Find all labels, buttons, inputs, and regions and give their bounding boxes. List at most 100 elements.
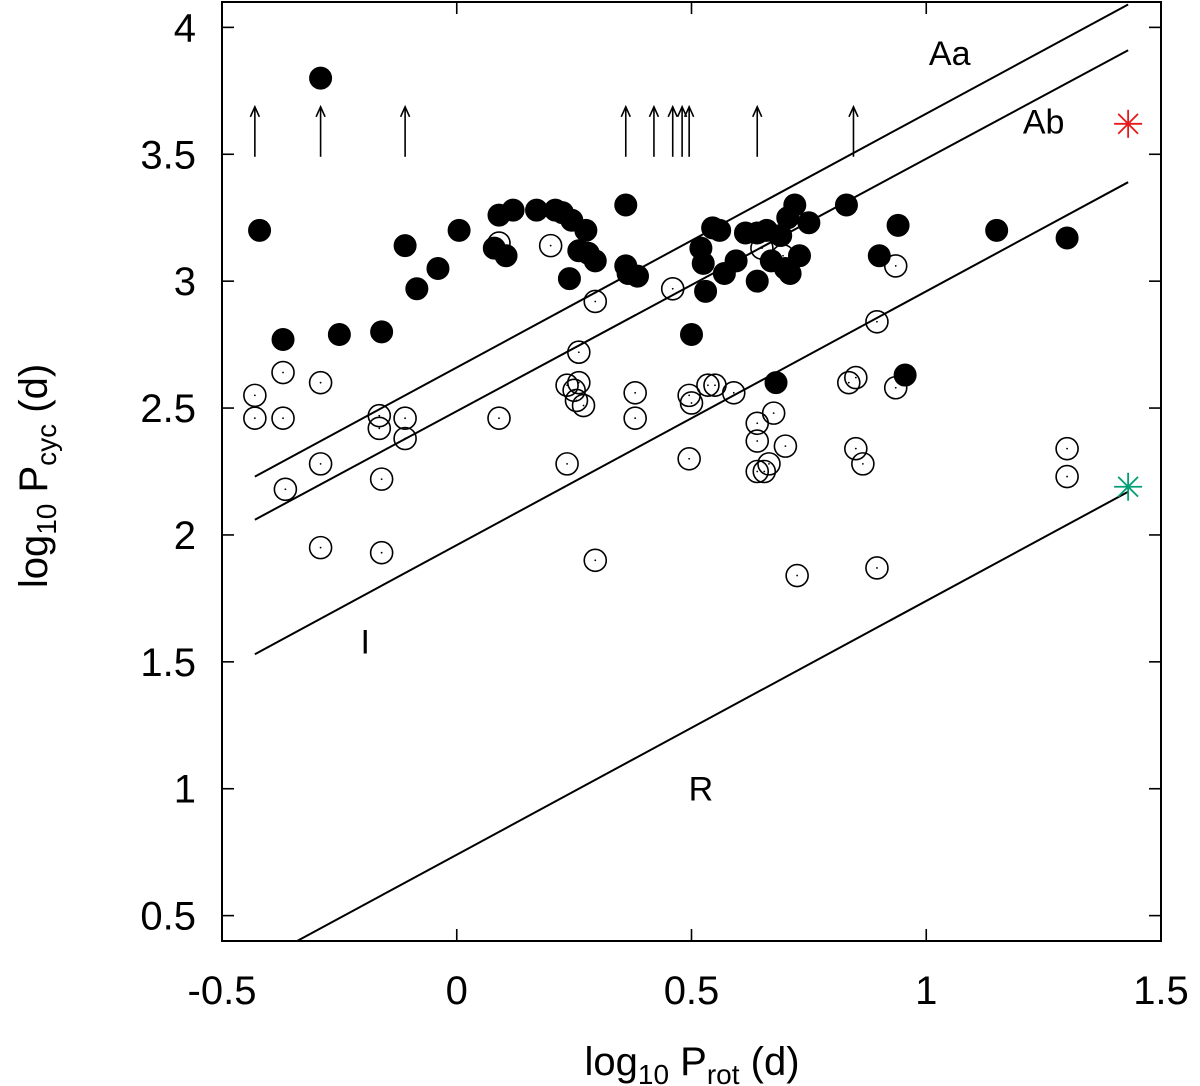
open-point-ring (243, 406, 267, 431)
open-point-ring (757, 452, 781, 476)
line-r (295, 490, 1129, 941)
open-point-dot (876, 320, 878, 323)
filled-point (501, 198, 525, 222)
open-point (243, 383, 267, 408)
y-axis-label-main: log (12, 535, 56, 588)
filled-point (893, 363, 917, 387)
open-point-ring (538, 233, 563, 258)
filled-point (797, 211, 821, 235)
open-point-ring (745, 459, 770, 484)
open-point (308, 370, 333, 395)
open-point (745, 459, 770, 484)
arrow-head (620, 104, 631, 118)
arrow-head (752, 104, 763, 118)
open-point-dot (756, 440, 759, 442)
line-label-i: I (360, 624, 369, 662)
line-i (254, 181, 1129, 656)
y-tick-label: 4 (174, 6, 196, 50)
open-point-dot (894, 265, 897, 267)
open-point (851, 452, 875, 476)
filled-point (447, 218, 471, 242)
open-circle-series (243, 231, 1079, 588)
x-axis-label-sub: rot (707, 1059, 740, 1086)
star-stroke (1117, 113, 1139, 135)
open-point-ring (369, 467, 394, 491)
open-point-dot (688, 457, 691, 460)
open-point-dot (876, 567, 878, 569)
filled-point (867, 244, 891, 268)
open-point (865, 309, 889, 334)
open-point-dot (282, 417, 284, 420)
filled-point (393, 234, 417, 258)
open-point-ring (243, 383, 267, 408)
open-point-ring (271, 360, 295, 385)
arrow-head (315, 104, 326, 118)
open-point-dot (594, 300, 597, 303)
open-point (623, 381, 647, 405)
open-point (369, 467, 394, 491)
open-point-ring (487, 406, 511, 431)
x-axis-label-base: 10 (638, 1059, 669, 1086)
open-point-dot (549, 244, 552, 247)
lower-limit-arrow (620, 104, 631, 157)
open-point-dot (861, 462, 864, 465)
y-tick-label: 1 (174, 768, 196, 812)
open-point-dot (671, 287, 674, 290)
open-point (660, 276, 685, 301)
filled-point (778, 262, 802, 286)
x-tick-label: -0.5 (188, 969, 257, 1013)
open-point-dot (1066, 475, 1068, 478)
line-label-aa: Aa (929, 35, 971, 73)
y-tick-label: 2.5 (140, 387, 196, 431)
open-point-dot (768, 462, 770, 465)
x-axis-label-unit: (d) (740, 1040, 800, 1084)
open-point-ring (1055, 436, 1079, 461)
open-point (721, 381, 746, 405)
filled-point (626, 264, 650, 288)
arrow-head (683, 104, 695, 118)
filled-point (327, 322, 351, 346)
filled-point (405, 277, 429, 301)
filled-point (724, 249, 748, 273)
open-point-ring (883, 254, 908, 278)
filled-point (557, 267, 581, 291)
open-point-ring (785, 563, 809, 588)
open-point-dot (380, 551, 383, 554)
lower-limit-arrow (848, 104, 859, 157)
filled-point (680, 322, 703, 346)
filled-point (248, 218, 272, 242)
open-point-ring (844, 365, 868, 390)
filled-point (783, 193, 807, 217)
lower-limit-arrow (315, 104, 326, 157)
open-point (844, 365, 868, 390)
filled-point (1055, 226, 1079, 250)
open-point-ring (773, 434, 798, 458)
open-point (785, 563, 809, 588)
open-point-dot (634, 391, 637, 394)
open-point-dot (404, 417, 407, 420)
open-point-ring (571, 393, 596, 418)
open-point-dot (498, 417, 500, 420)
open-point (393, 426, 417, 451)
open-point-ring (623, 406, 647, 431)
open-point-dot (319, 462, 322, 465)
filled-point (691, 251, 715, 275)
open-point-dot (707, 384, 709, 387)
open-point-dot (796, 574, 799, 577)
open-point (308, 535, 333, 560)
open-point-dot (714, 384, 716, 387)
lower-limit-arrows (249, 104, 859, 157)
open-point (745, 411, 770, 436)
open-point-ring (564, 388, 589, 413)
open-point-dot (688, 394, 691, 397)
arrow-head (676, 104, 688, 118)
filled-circle-series (248, 66, 1079, 395)
open-point-ring (696, 373, 720, 398)
line-label-ab: Ab (1023, 103, 1065, 141)
open-point (583, 548, 608, 573)
open-point (564, 388, 589, 413)
x-tick-label: 1 (915, 969, 937, 1013)
open-point-ring (369, 540, 394, 565)
lower-limit-arrow (648, 104, 660, 157)
arrow-head (648, 104, 660, 118)
